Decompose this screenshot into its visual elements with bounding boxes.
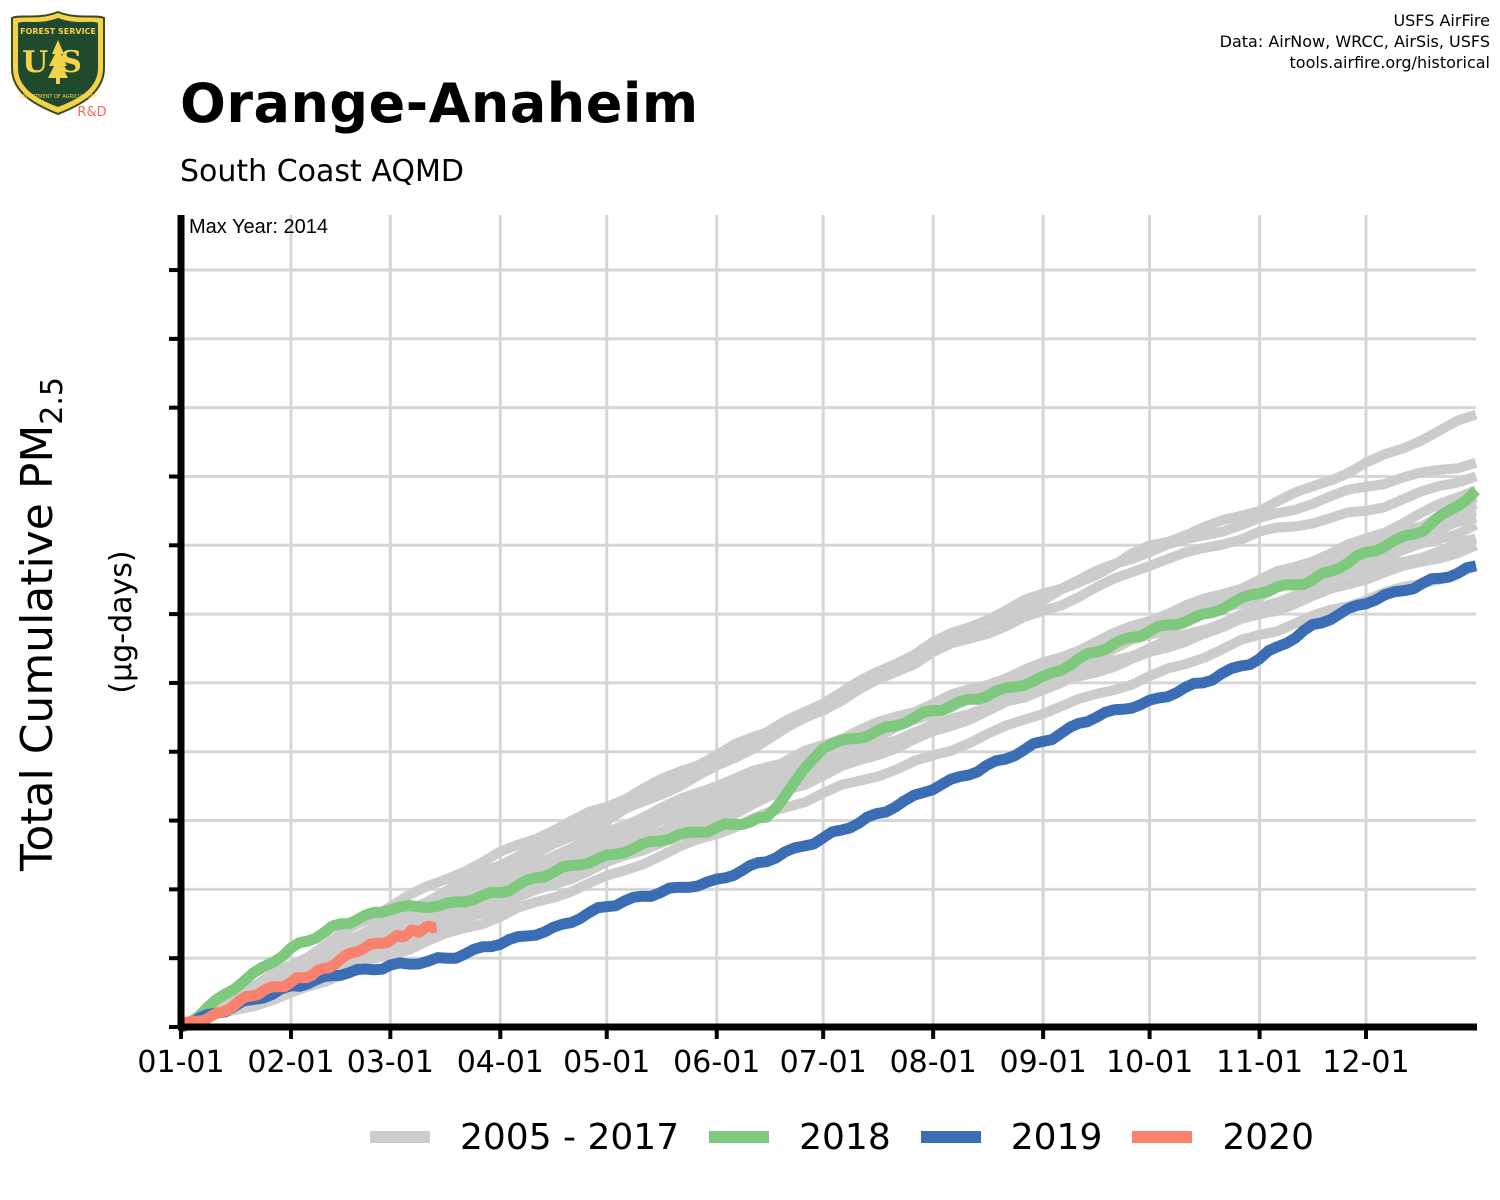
x-tick-label: 12-01 — [1322, 1045, 1409, 1080]
legend-item: 2005 - 2017 — [370, 1117, 679, 1158]
series-layer — [177, 409, 1480, 1033]
legend-item: 2018 — [709, 1117, 891, 1158]
credit-line: tools.airfire.org/historical — [1289, 53, 1490, 72]
x-tick-label: 05-01 — [563, 1045, 650, 1080]
page-title: Orange-Anaheim — [180, 72, 699, 135]
legend-item: 2020 — [1132, 1117, 1314, 1158]
series-line-historical — [179, 561, 1478, 1032]
y-axis-label-main: Total Cumulative PM — [12, 425, 63, 872]
series-line-2018 — [178, 486, 1480, 1032]
ticks: 01-01 02-01 03-01 04-01 05-01 06-01 07-01 08-01… — [137, 268, 1410, 1080]
x-tick-label: 06-01 — [673, 1045, 760, 1080]
legend-swatch — [1132, 1131, 1193, 1143]
legend-label: 2005 - 2017 — [460, 1116, 680, 1158]
usfs-shield-icon: FOREST SERVICE US DEPARTMENT OF AGRICULT… — [11, 10, 107, 120]
x-tick-label: 02-01 — [247, 1045, 334, 1080]
grid — [181, 215, 1476, 1027]
x-tick-label: 11-01 — [1216, 1045, 1303, 1080]
page-subtitle: South Coast AQMD — [180, 154, 464, 189]
legend: 2005 - 2017 2018 2019 2020 — [370, 1112, 1344, 1162]
legend-label: 2020 — [1222, 1116, 1314, 1158]
legend-label: 2019 — [1010, 1116, 1103, 1158]
series-line-2019 — [179, 560, 1478, 1033]
series-line-2020 — [177, 920, 439, 1032]
x-tick-label: 09-01 — [1000, 1045, 1087, 1080]
logo-bottom-text: DEPARTMENT OF AGRICULTURE — [19, 94, 97, 100]
x-tick-label: 08-01 — [890, 1045, 977, 1080]
legend-swatch — [370, 1131, 430, 1143]
logo-arc-text: FOREST SERVICE — [20, 27, 96, 36]
credit-line: Data: AirNow, WRCC, AirSis, USFS — [1219, 32, 1490, 51]
usfs-logo: FOREST SERVICE US DEPARTMENT OF AGRICULT… — [8, 8, 108, 120]
axes — [177, 215, 1477, 1031]
x-tick-label: 04-01 — [457, 1045, 544, 1080]
x-tick-label: 07-01 — [780, 1045, 867, 1080]
svg-text:(µg-days): (µg-days) — [104, 550, 139, 693]
x-tick-label: 10-01 — [1106, 1045, 1193, 1080]
credits: USFS AirFire Data: AirNow, WRCC, AirSis,… — [1220, 10, 1490, 73]
legend-swatch — [709, 1131, 770, 1143]
legend-label: 2018 — [799, 1116, 891, 1158]
credit-line: USFS AirFire — [1393, 11, 1490, 30]
legend-item: 2019 — [920, 1116, 1103, 1158]
series-line-historical — [179, 457, 1478, 1032]
max-year-annotation: Max Year: 2014 — [189, 216, 328, 238]
svg-text:Total Cumulative PM2.5: Total Cumulative PM2.5 — [12, 377, 70, 872]
x-tick-label: 01-01 — [137, 1045, 224, 1080]
y-axis-label: Total Cumulative PM2.5 — [12, 377, 70, 872]
x-tick-label: 03-01 — [347, 1045, 434, 1080]
y-axis-label-subscript: 2.5 — [35, 377, 70, 425]
y-axis-units: (µg-days) — [104, 550, 139, 693]
legend-swatch — [920, 1131, 981, 1143]
logo-tag: R&D — [77, 105, 106, 120]
